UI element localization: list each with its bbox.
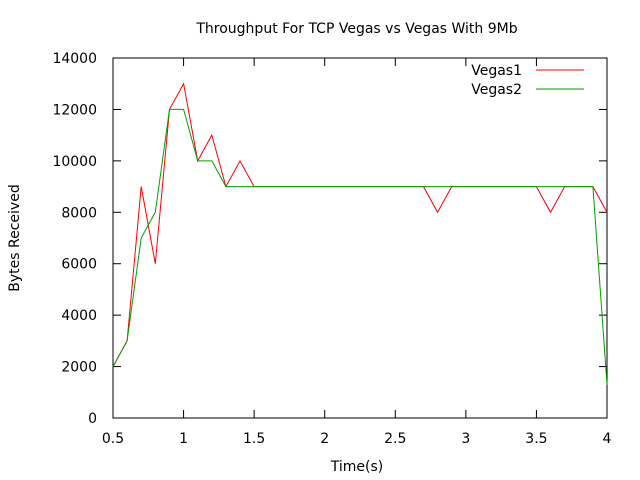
x-tick-label: 1	[179, 431, 188, 447]
series-line-vegas2	[112, 108, 608, 385]
x-tick-label: 3	[461, 431, 470, 447]
series-line-vegas1	[112, 82, 608, 367]
y-tick-label: 2000	[61, 360, 97, 376]
x-tick-label: 2	[320, 431, 329, 447]
y-tick-label: 0	[88, 411, 97, 427]
y-axis: 0 2000 4000 6000 8000 10000 12000 14000	[52, 51, 607, 427]
y-tick-label: 12000	[52, 102, 97, 118]
x-tick-label: 4	[603, 431, 612, 447]
chart-title: Throughput For TCP Vegas vs Vegas With 9…	[195, 21, 517, 37]
legend-label-vegas1: Vegas1	[471, 63, 522, 79]
x-tick-label: 3.5	[525, 431, 547, 447]
y-tick-label: 6000	[61, 257, 97, 273]
x-axis: 0.5 1 1.5 2 2.5 3 3.5 4	[102, 58, 612, 447]
plot-frame	[112, 57, 608, 419]
x-tick-label: 2.5	[384, 431, 406, 447]
x-tick-label: 1.5	[243, 431, 265, 447]
x-axis-label: Time(s)	[330, 459, 383, 475]
legend: Vegas1 Vegas2	[471, 63, 584, 98]
y-tick-label: 10000	[52, 154, 97, 170]
y-axis-label: Bytes Received	[7, 184, 23, 291]
x-tick-label: 0.5	[102, 431, 124, 447]
series-group	[112, 82, 608, 385]
legend-label-vegas2: Vegas2	[471, 82, 522, 98]
y-tick-label: 14000	[52, 51, 97, 67]
y-tick-label: 8000	[61, 205, 97, 221]
y-tick-label: 4000	[61, 308, 97, 324]
